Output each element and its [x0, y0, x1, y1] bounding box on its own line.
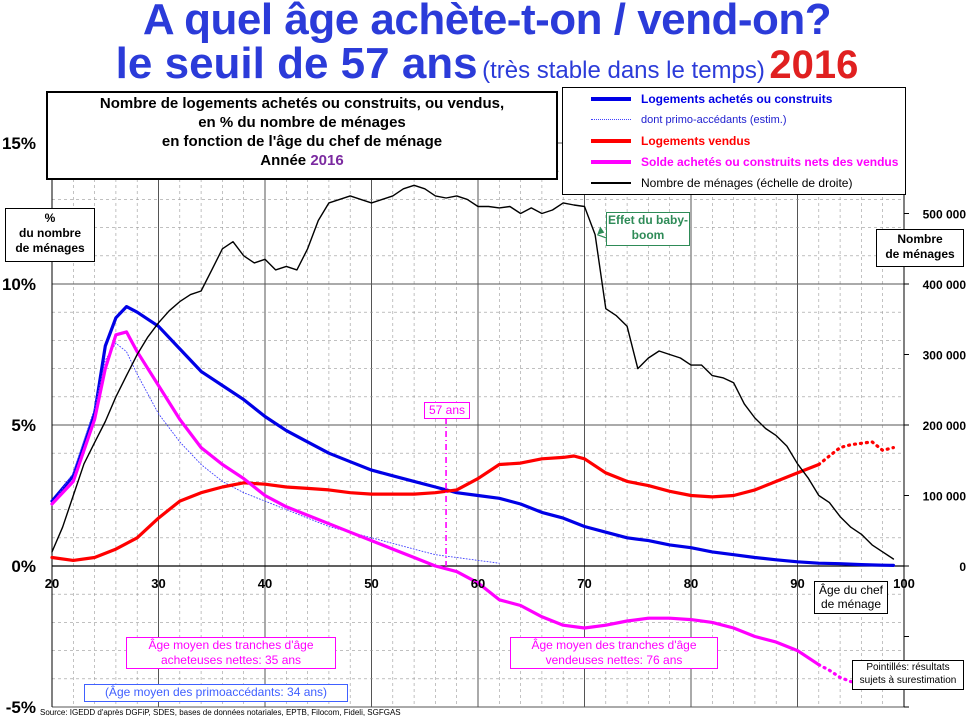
legend-swatch — [591, 119, 631, 120]
legend-label: dont primo-accédants (estim.) — [641, 113, 787, 126]
right-axis-label: Nombre de ménages — [876, 229, 964, 267]
age57-annotation: 57 ans — [424, 402, 470, 419]
x-tick-label: 70 — [577, 576, 591, 591]
x-tick-label: 100 — [893, 576, 915, 591]
buyers-annotation: Âge moyen des tranches d'âge acheteuses … — [126, 637, 336, 669]
legend-item: Logements vendus — [563, 130, 905, 151]
subtitle: le seuil de 57 ans (très stable dans le … — [0, 40, 974, 98]
grid — [51, 142, 905, 708]
right-tick-label: 200 000 — [923, 419, 967, 433]
x-tick-label: 80 — [684, 576, 698, 591]
chart-title-line4: Année 2016 — [260, 152, 344, 169]
legend-label: Logements vendus — [641, 133, 751, 148]
babyboom-annotation: Effet du baby-boom — [606, 212, 690, 246]
legend-item: Solde achetés ou construits nets des ven… — [563, 151, 905, 172]
x-tick-label: 90 — [790, 576, 804, 591]
left-tick-label: 5% — [11, 416, 36, 435]
chart-title-line2: en % du nombre de ménages — [198, 114, 406, 131]
legend-swatch — [591, 181, 631, 184]
legend-swatch — [591, 96, 631, 101]
series-line-5 — [817, 663, 885, 687]
primo-annotation: (Âge moyen des primoaccédants: 34 ans) — [84, 684, 348, 702]
legend-label: Solde achetés ou construits nets des ven… — [641, 154, 899, 169]
legend-item: Nombre de ménages (échelle de droite) — [563, 172, 905, 193]
left-tick-label: 0% — [11, 557, 36, 576]
left-tick-label: 15% — [2, 134, 36, 153]
x-tick-label: 40 — [258, 576, 272, 591]
series-line-6 — [51, 184, 895, 560]
legend-label: Nombre de ménages (échelle de droite) — [641, 175, 853, 190]
legend-item: dont primo-accédants (estim.) — [563, 109, 905, 130]
x-tick-label: 20 — [45, 576, 59, 591]
series-line-0 — [50, 305, 896, 568]
legend: Logements achetés ou construits dont prim… — [562, 87, 906, 195]
right-tick-label: 0 — [959, 560, 966, 574]
left-tick-label: 10% — [2, 275, 36, 294]
chart-title-line1: Nombre de logements achetés ou construit… — [99, 95, 505, 112]
x-axis-label: Âge du chef de ménage — [814, 581, 888, 614]
right-tick-label: 400 000 — [923, 278, 967, 292]
series-line-2 — [50, 454, 821, 563]
legend-item: Logements achetés ou construits — [563, 88, 905, 109]
dotted-note: Pointillés: résultats sujets à surestima… — [852, 660, 964, 690]
chart-title-box: Nombre de logements achetés ou construit… — [46, 91, 558, 180]
right-tick-label: 300 000 — [923, 349, 967, 363]
subtitle-year: 2016 — [769, 43, 859, 87]
main-title: A quel âge achète-t-on / vend-on? — [142, 0, 832, 44]
chart-title-line3: en fonction de l'âge du chef de ménage — [161, 133, 443, 150]
x-tick-label: 60 — [471, 576, 485, 591]
series-line-3 — [817, 440, 896, 467]
left-axis-label: % du nombre de ménages — [5, 208, 95, 262]
series-line-1 — [51, 342, 500, 564]
right-tick-label: 500 000 — [923, 208, 967, 222]
source-note: Source: IGEDD d'après DGFiP, SDES, bases… — [40, 708, 401, 717]
sellers-annotation: Âge moyen des tranches d'âge vendeuses n… — [510, 637, 718, 669]
x-tick-label: 50 — [364, 576, 378, 591]
x-tick-label: 30 — [151, 576, 165, 591]
subtitle-main: le seuil de 57 ans — [115, 39, 478, 88]
series — [50, 184, 896, 687]
left-tick-label: -5% — [6, 698, 36, 717]
series-line-4 — [50, 330, 821, 667]
tick-labels: -5% 0% 5% 10% 15% 0 100 000 200 000 300 000 400 0… — [2, 134, 966, 717]
legend-label: Logements achetés ou construits — [641, 91, 833, 106]
babyboom-arrow-head — [597, 226, 605, 235]
legend-swatch — [591, 138, 631, 143]
subtitle-paren: (très stable dans le temps) — [482, 57, 765, 84]
right-tick-label: 100 000 — [923, 490, 967, 504]
legend-swatch — [591, 159, 631, 164]
